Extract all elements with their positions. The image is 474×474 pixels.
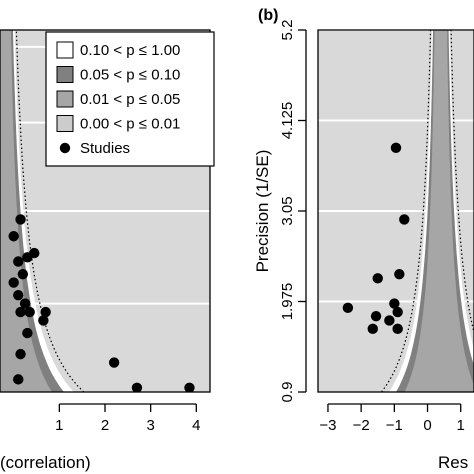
panel-b-band-p001 <box>404 30 474 392</box>
b-x-tick-label: 0 <box>423 417 431 434</box>
panel-b-x-axis-label: Res <box>438 453 468 472</box>
a-study-point <box>13 374 24 385</box>
a-study-point <box>184 382 195 392</box>
panel-a-band-p001 <box>0 30 52 392</box>
a-study-point <box>22 327 33 339</box>
a-study-point <box>24 306 35 318</box>
legend-label: 0.00 < p ≤ 0.01 <box>80 116 180 133</box>
panel-b-frame <box>317 29 474 393</box>
legend-swatch <box>56 115 74 132</box>
b-study-point <box>342 302 354 314</box>
b-study-point <box>390 142 402 154</box>
a-x-tick-label: 4 <box>192 417 200 434</box>
legend-swatch <box>56 90 74 108</box>
a-x-tick-label: 1 <box>55 417 63 434</box>
b-study-point <box>367 323 378 335</box>
legend-swatch-studies <box>59 142 71 154</box>
panel-a-frame <box>0 29 211 393</box>
b-plot-border <box>317 29 474 393</box>
b-x-tick-label: −2 <box>353 417 370 434</box>
a-study-point <box>8 277 19 288</box>
b-study-point <box>372 273 383 284</box>
b-study-point <box>392 306 403 318</box>
a-study-point <box>8 231 19 242</box>
a-study-point <box>15 214 26 225</box>
b-study-point <box>399 214 410 225</box>
b-y-tick-label: 4.125 <box>279 102 296 140</box>
a-study-point <box>15 348 26 360</box>
legend-label: 0.10 < p ≤ 1.00 <box>80 42 180 59</box>
legend: 0.10 < p ≤ 1.00 0.05 < p ≤ 0.10 0.01 < p ≤… <box>45 31 215 167</box>
legend-swatch <box>56 41 74 59</box>
legend-label: 0.01 < p ≤ 0.05 <box>80 91 180 108</box>
b-study-point <box>394 268 405 280</box>
panel-a-points <box>8 214 195 392</box>
a-study-point <box>13 256 24 267</box>
a-x-tick-label: 2 <box>101 417 109 434</box>
a-study-point <box>13 289 24 301</box>
a-study-point <box>19 298 31 309</box>
legend-label: 0.05 < p ≤ 0.10 <box>80 67 180 84</box>
panel-b-points <box>342 142 410 335</box>
legend-box <box>45 31 215 167</box>
b-study-point <box>389 298 400 309</box>
b-study-point <box>392 323 403 335</box>
a-plot-border <box>0 29 211 393</box>
legend-entries: 0.10 < p ≤ 1.00 0.05 < p ≤ 0.10 0.01 < p ≤… <box>56 41 180 157</box>
panel-b: (b) −3 −2 −1 0 1 0.9 1.975 3.05 4.125 5.2 Precis… <box>253 7 474 472</box>
b-y-tick-label: 5.2 <box>279 20 296 41</box>
a-x-tick-label: 3 <box>146 417 154 434</box>
a-study-point <box>17 268 29 280</box>
b-x-tick-label: −3 <box>319 417 336 434</box>
panel-a-x-axis-label: (correlation) <box>0 453 91 472</box>
a-study-point <box>108 357 120 368</box>
panel-a-x-ticks: 1 2 3 4 <box>55 403 200 434</box>
a-study-point <box>131 382 143 392</box>
panel-b-contour-line <box>381 30 474 392</box>
b-study-point <box>370 311 382 322</box>
panel-b-y-axis-label: Precision (1/SE) <box>253 150 272 273</box>
legend-swatch <box>56 66 74 83</box>
b-x-tick-label: −1 <box>386 417 403 434</box>
a-study-point <box>15 306 26 318</box>
b-x-tick-label: 1 <box>457 417 465 434</box>
panel-a: 1 2 3 4 (correlation) 0.10 < p ≤ 1.00 0.05 <… <box>0 29 215 472</box>
a-study-point <box>40 306 51 318</box>
b-y-tick-label: 1.975 <box>279 283 296 321</box>
a-study-point <box>38 315 49 326</box>
panel-b-label: (b) <box>258 7 278 24</box>
a-study-point <box>29 247 40 259</box>
b-y-tick-label: 3.05 <box>279 196 296 225</box>
panel-b-y-ticks: 0.9 1.975 3.05 4.125 5.2 <box>279 20 307 403</box>
b-study-point <box>384 315 395 326</box>
panel-b-x-ticks: −3 −2 −1 0 1 <box>319 403 465 434</box>
b-y-tick-label: 0.9 <box>279 382 296 403</box>
legend-label: Studies <box>80 140 130 157</box>
